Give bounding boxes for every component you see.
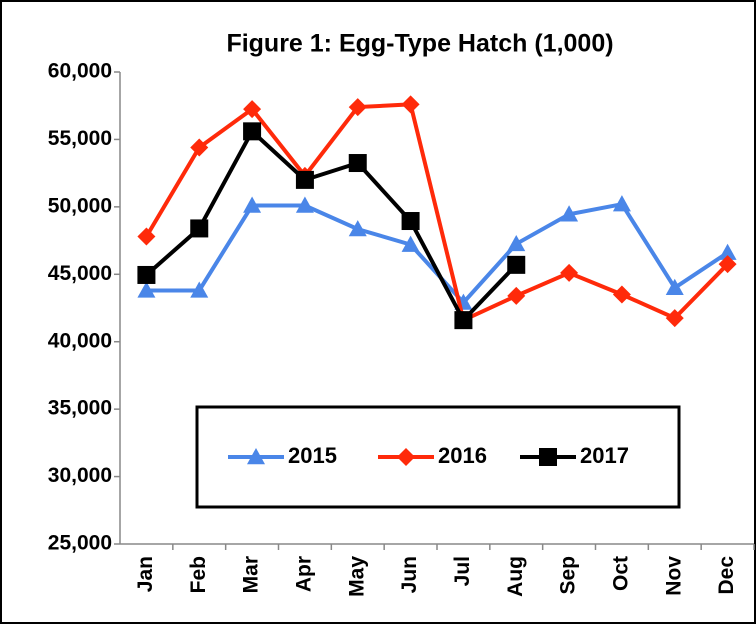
data-point — [190, 219, 209, 238]
series-line — [145, 128, 518, 324]
x-tick-label: Oct — [609, 556, 632, 591]
data-point — [665, 309, 684, 328]
y-tick-label: 45,000 — [48, 262, 112, 285]
y-tick-label: 50,000 — [48, 194, 112, 217]
data-point — [243, 196, 262, 213]
data-point — [612, 195, 631, 212]
data-point — [190, 281, 209, 298]
series-line — [144, 102, 730, 323]
x-tick-label: Nov — [662, 556, 685, 596]
legend-label: 2016 — [438, 443, 487, 468]
x-tick-label: Feb — [187, 556, 210, 593]
data-point — [348, 154, 367, 173]
data-point — [507, 234, 526, 252]
data-point — [401, 235, 420, 252]
data-point — [612, 285, 631, 304]
x-tick-label: Dec — [715, 556, 738, 595]
data-point — [137, 281, 156, 298]
data-point — [295, 170, 314, 189]
data-point — [348, 220, 367, 237]
data-point — [348, 98, 367, 117]
y-tick-label: 35,000 — [48, 397, 112, 420]
data-point — [560, 263, 579, 282]
legend-label: 2017 — [580, 443, 629, 468]
data-point — [401, 212, 420, 231]
chart-title: Figure 1: Egg-Type Hatch (1,000) — [226, 30, 613, 58]
data-point — [718, 243, 737, 260]
data-point — [665, 278, 684, 295]
data-point — [137, 265, 156, 284]
legend-marker — [539, 448, 557, 466]
data-point — [295, 196, 314, 213]
data-point — [507, 286, 526, 305]
x-tick-label: Jan — [134, 556, 157, 592]
data-point — [560, 205, 579, 222]
y-tick-label: 55,000 — [48, 127, 112, 150]
x-tick-label: Mar — [240, 556, 263, 593]
data-point — [190, 138, 209, 157]
data-point — [454, 311, 473, 330]
data-point — [137, 227, 156, 246]
x-tick-label: Aug — [504, 556, 527, 597]
legend-marker — [247, 448, 265, 465]
data-point — [507, 255, 526, 274]
legend-marker — [397, 448, 415, 466]
data-point — [243, 122, 262, 141]
x-tick-label: Jul — [451, 556, 474, 586]
legend-label: 2015 — [288, 443, 337, 468]
data-point — [718, 255, 737, 274]
x-tick-label: Sep — [557, 556, 580, 595]
x-tick-label: Apr — [292, 556, 315, 592]
x-tick-label: Jun — [398, 556, 421, 593]
y-tick-label: 60,000 — [48, 60, 112, 83]
data-point — [243, 100, 262, 119]
y-tick-label: 40,000 — [48, 329, 112, 352]
y-tick-label: 30,000 — [48, 464, 112, 487]
y-tick-label: 25,000 — [48, 532, 112, 555]
x-tick-label: May — [345, 556, 368, 597]
data-point — [401, 95, 420, 114]
